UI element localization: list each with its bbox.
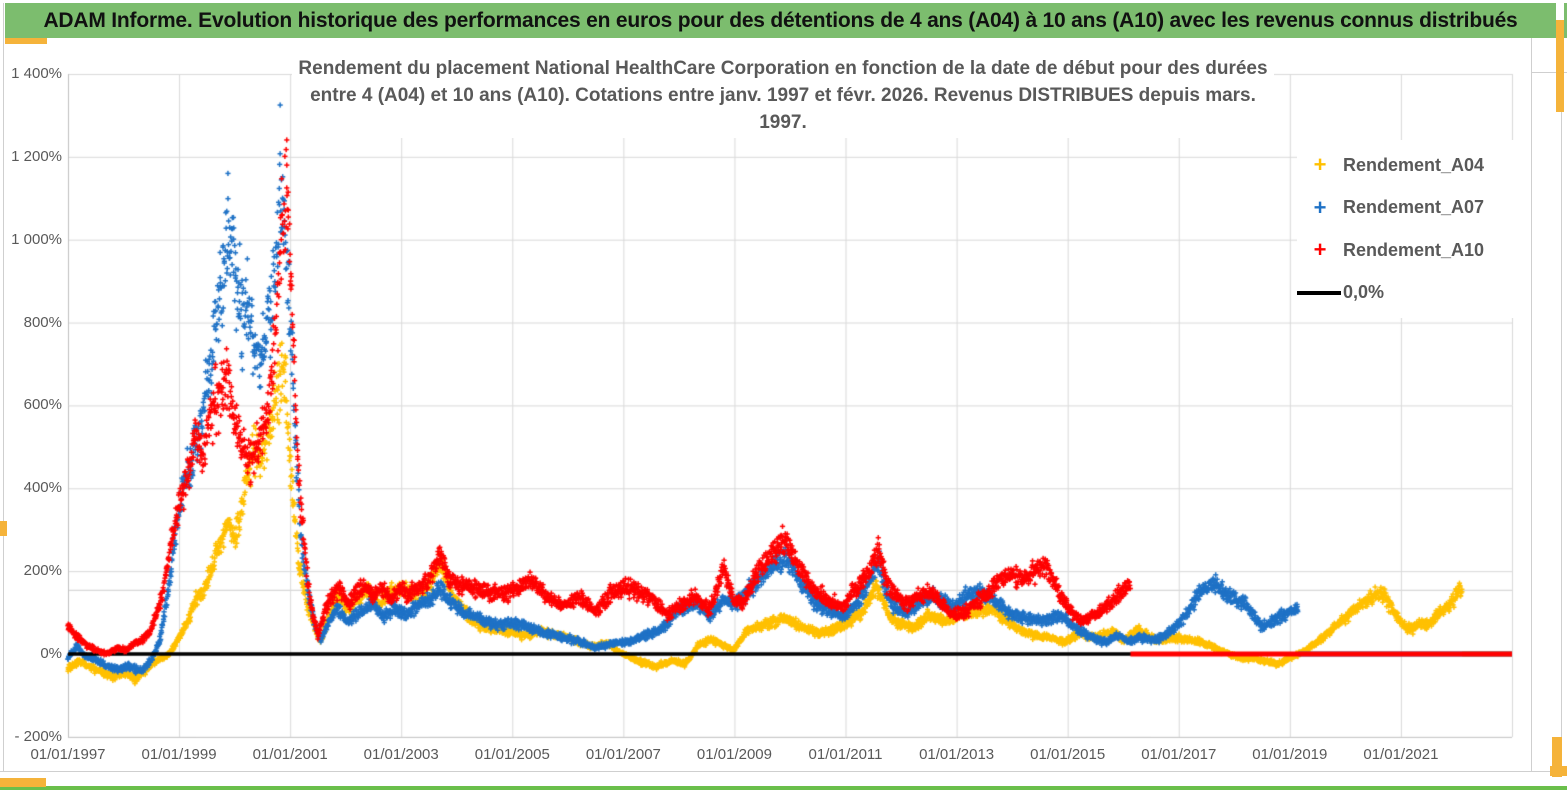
- chart-title-line2: entre 4 (A04) et 10 ans (A10). Cotations…: [310, 85, 1256, 133]
- plus-marker-icon: +: [1313, 237, 1327, 263]
- selection-handle-left-middle[interactable]: [0, 521, 7, 536]
- x-axis-tick-label: 01/01/2009: [696, 746, 772, 763]
- x-axis-tick-label: 01/01/2019: [1252, 746, 1328, 763]
- legend-item[interactable]: + Rendement_A10: [1297, 230, 1516, 270]
- x-axis-tick-label: 01/01/2017: [1141, 746, 1217, 763]
- line-marker-icon: [1297, 290, 1341, 295]
- legend-item[interactable]: 0,0%: [1297, 273, 1516, 313]
- legend-item-label: Rendement_A10: [1343, 239, 1485, 260]
- sheet-bottom-border: [0, 786, 1567, 790]
- x-axis-tick-label: 01/01/2005: [474, 746, 550, 763]
- legend-item[interactable]: + Rendement_A07: [1297, 188, 1516, 228]
- selection-handle-bottom-right-h[interactable]: [1550, 766, 1567, 776]
- sheet-header-cell[interactable]: ADAM Informe. Evolution historique des p…: [5, 3, 1556, 38]
- y-axis-tick-label: 200%: [23, 562, 62, 580]
- x-axis-tick-label: 01/01/2007: [585, 746, 661, 763]
- selection-handle-bottom-left[interactable]: [0, 778, 46, 787]
- y-axis-tick-label: 600%: [23, 396, 62, 414]
- selection-handle-top-left[interactable]: [5, 38, 47, 44]
- x-axis-tick-label: 01/01/2001: [252, 746, 328, 763]
- x-axis-tick-label: 01/01/2003: [363, 746, 439, 763]
- y-axis-tick-label: 400%: [23, 479, 62, 497]
- x-axis-tick-label: 01/01/2015: [1030, 746, 1106, 763]
- y-axis-tick-label: 800%: [23, 313, 62, 331]
- y-axis-tick-label: 1 200%: [11, 147, 62, 165]
- sheet-gridline: [1531, 38, 1532, 771]
- x-axis-tick-label: 01/01/1997: [30, 746, 106, 763]
- y-axis-tick-label: 1 000%: [11, 230, 62, 248]
- legend-item-label: 0,0%: [1343, 282, 1385, 303]
- x-axis-tick-label: 01/01/2013: [919, 746, 995, 763]
- plus-marker-icon: +: [1313, 194, 1327, 220]
- sheet-gridline: [0, 771, 1567, 772]
- y-axis-tick-label: 0%: [40, 645, 62, 662]
- chart-legend[interactable]: + Rendement_A04 + Rendement_A07 + Rendement_A…: [1297, 140, 1516, 318]
- page-title: ADAM Informe. Evolution historique des p…: [43, 8, 1518, 32]
- legend-item-label: Rendement_A07: [1343, 197, 1485, 218]
- y-axis-tick-label: 1 400%: [11, 64, 62, 82]
- sheet-gridline: [1561, 38, 1562, 771]
- sheet-gridline: [1531, 72, 1567, 73]
- selection-handle-bottom-right-v[interactable]: [1552, 737, 1562, 777]
- selection-handle-right-top[interactable]: [1556, 20, 1564, 112]
- x-axis-tick-label: 01/01/2021: [1363, 746, 1439, 763]
- chart-title-line1: Rendement du placement National HealthCa…: [298, 58, 1268, 79]
- legend-item-label: Rendement_A04: [1343, 154, 1485, 175]
- chart-title[interactable]: Rendement du placement National HealthCa…: [292, 53, 1274, 138]
- y-axis-tick-label: - 200%: [14, 727, 62, 745]
- x-axis-tick-label: 01/01/2011: [808, 746, 883, 763]
- sheet-gridline: [3, 3, 4, 771]
- x-axis-tick-label: 01/01/1999: [141, 746, 217, 763]
- legend-item[interactable]: + Rendement_A04: [1297, 145, 1516, 185]
- plus-marker-icon: +: [1313, 152, 1327, 178]
- header-right-cap: [1564, 3, 1567, 38]
